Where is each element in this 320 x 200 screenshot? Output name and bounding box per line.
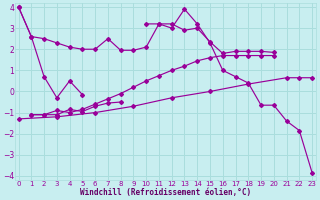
- X-axis label: Windchill (Refroidissement éolien,°C): Windchill (Refroidissement éolien,°C): [80, 188, 251, 197]
